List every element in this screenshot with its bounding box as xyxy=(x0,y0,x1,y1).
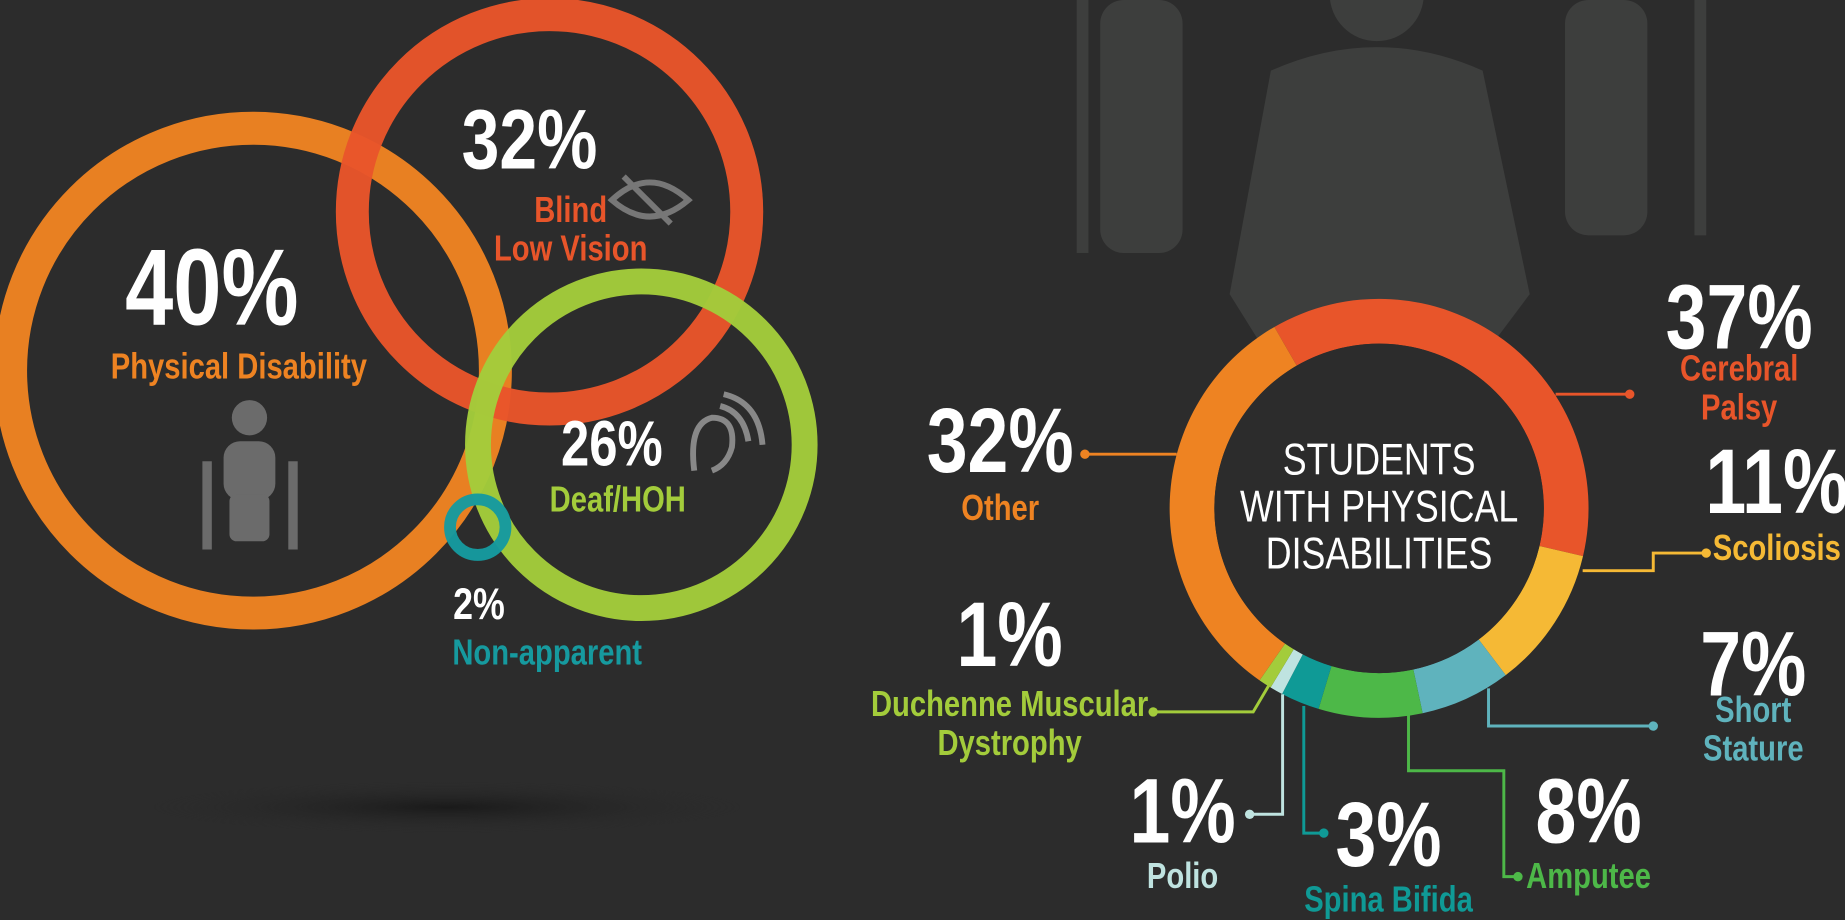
category-label: Duchenne Muscular Dystrophy xyxy=(871,685,1148,762)
value-label: 1% xyxy=(1130,764,1236,860)
category-label: Scoliosis xyxy=(1713,529,1841,567)
category-label: Cerebral Palsy xyxy=(1680,350,1798,427)
value-label: 11% xyxy=(1705,434,1845,530)
value-label: 32% xyxy=(927,393,1074,489)
background-figures xyxy=(1077,0,1707,341)
category-label: Short Stature xyxy=(1703,691,1804,768)
donut-title: STUDENTS WITH PHYSICAL DISABILITIES xyxy=(1240,438,1518,579)
category-label: Physical Disability xyxy=(111,348,367,386)
leader-line xyxy=(1304,706,1324,833)
leader-line xyxy=(1153,686,1268,712)
shadow xyxy=(153,781,741,833)
leader-dot xyxy=(1148,707,1157,716)
category-label: Polio xyxy=(1147,857,1218,895)
leader-dot xyxy=(1513,872,1522,881)
category-label: Other xyxy=(961,489,1039,527)
wheelchair-icon xyxy=(202,400,297,549)
value-label: 40% xyxy=(125,231,298,345)
ear-icon xyxy=(693,394,762,470)
category-label: Amputee xyxy=(1526,857,1651,895)
leader-dot xyxy=(1625,389,1634,398)
leader-line xyxy=(1489,688,1654,726)
infographic: 40%Physical Disability32%Blind Low Visio… xyxy=(0,0,1845,918)
value-label: 1% xyxy=(957,587,1063,683)
value-label: 32% xyxy=(462,97,598,186)
category-label: Non-apparent xyxy=(452,634,642,672)
page: 40%Physical Disability32%Blind Low Visio… xyxy=(0,0,1845,918)
value-label: 2% xyxy=(453,583,505,630)
leader-dot xyxy=(1245,810,1254,819)
leader-dot xyxy=(1649,721,1658,730)
donut-segment xyxy=(1319,666,1423,718)
value-label: 8% xyxy=(1535,764,1641,860)
leader-dot xyxy=(1702,548,1711,557)
leader-dot xyxy=(1080,449,1089,458)
category-label: Deaf/HOH xyxy=(550,481,686,519)
category-label: Spina Bifida xyxy=(1304,881,1473,919)
category-label: Blind Low Vision xyxy=(494,191,648,268)
leader-dot xyxy=(1319,828,1328,837)
value-label: 3% xyxy=(1335,787,1441,883)
value-label: 26% xyxy=(561,411,663,478)
leader-line xyxy=(1583,553,1707,571)
